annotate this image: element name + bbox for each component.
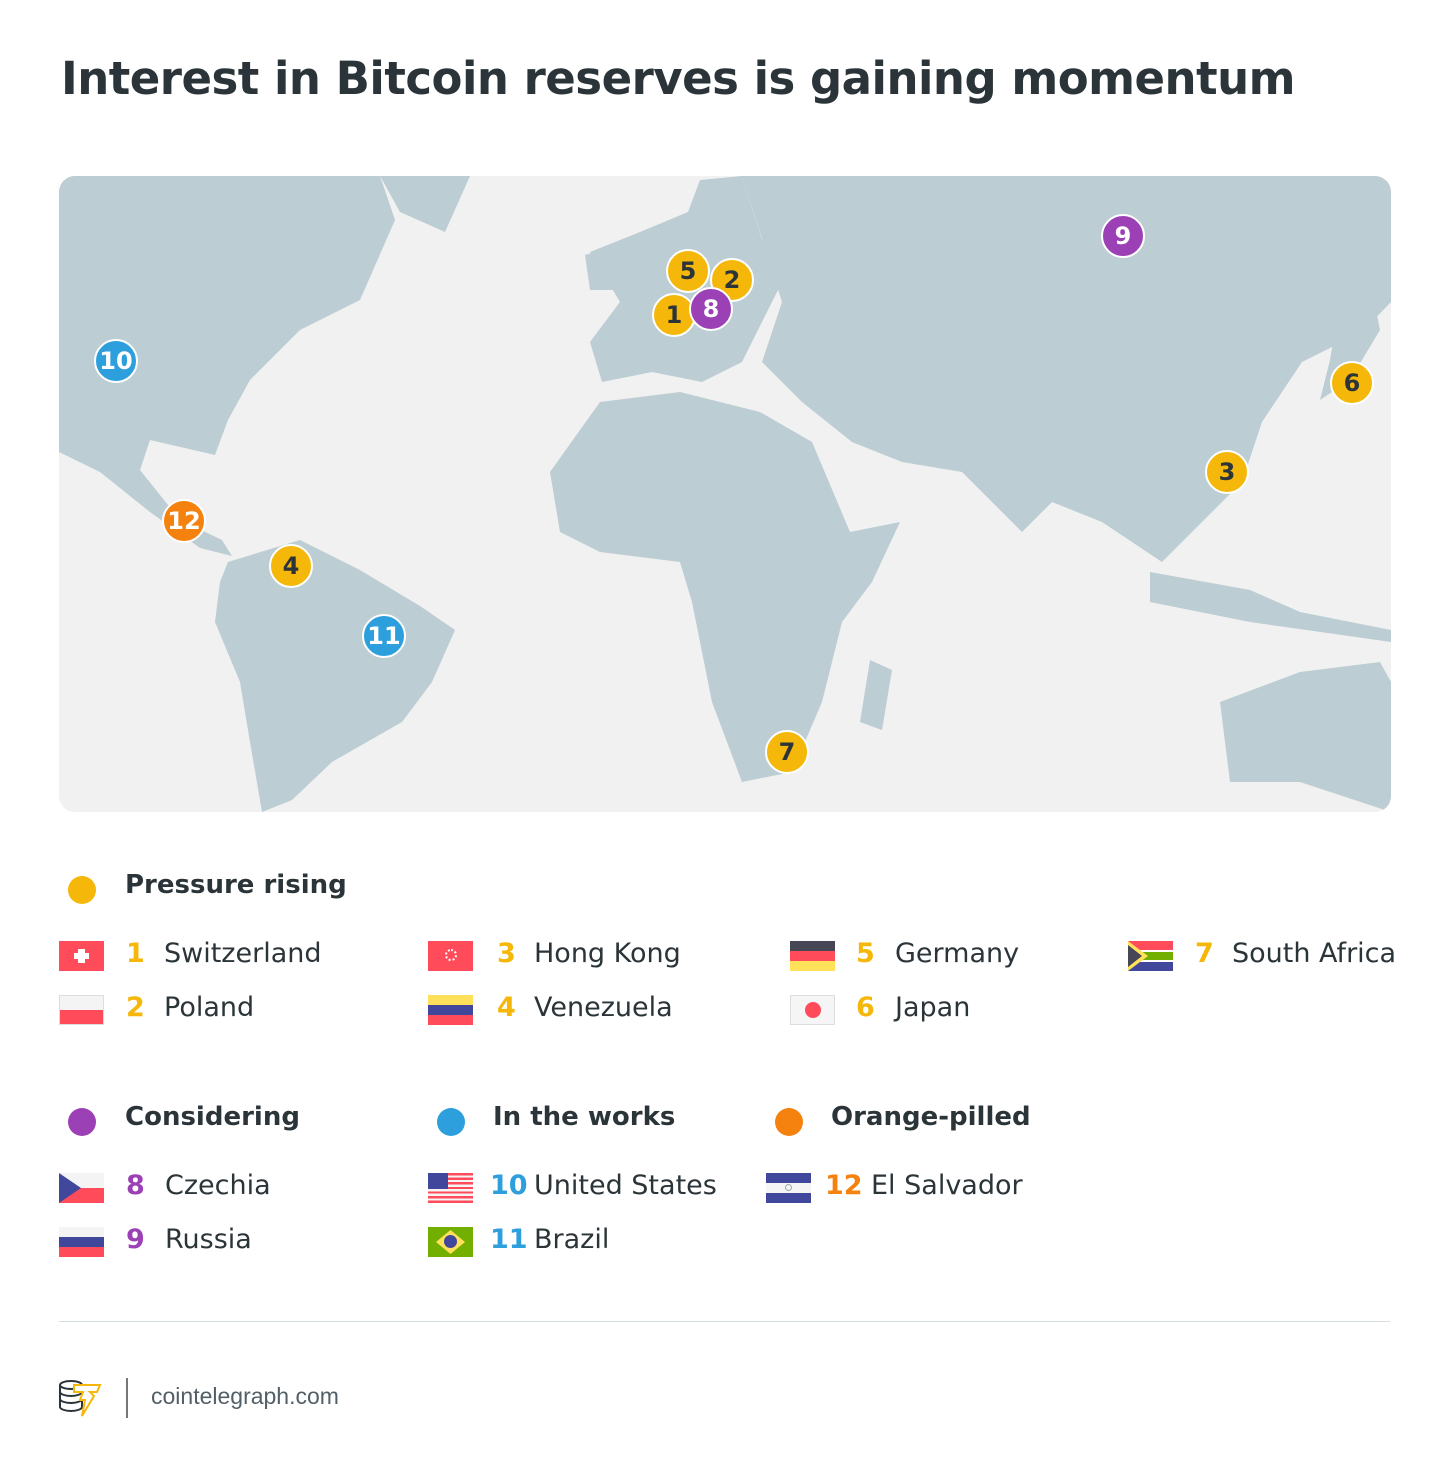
footer-site: cointelegraph.com — [151, 1383, 339, 1409]
legend-country: Switzerland — [164, 938, 322, 969]
flag-el-salvador-icon — [766, 1173, 811, 1203]
map-marker-3[interactable]: 3 — [1205, 450, 1249, 494]
legend-number: 8 — [126, 1170, 145, 1201]
map-marker-8[interactable]: 8 — [689, 287, 733, 331]
legend-country: Brazil — [534, 1224, 610, 1255]
flag-united-states-icon — [428, 1173, 473, 1203]
map-marker-12[interactable]: 12 — [162, 499, 206, 543]
uk — [585, 248, 615, 290]
australia — [1220, 662, 1391, 812]
footer-separator — [126, 1378, 128, 1418]
map-marker-11[interactable]: 11 — [362, 614, 406, 658]
map-marker-4[interactable]: 4 — [269, 544, 313, 588]
legend-number: 2 — [126, 992, 145, 1023]
legend-country: Czechia — [165, 1170, 271, 1201]
world-map-land — [59, 176, 1391, 812]
legend-country: United States — [534, 1170, 717, 1201]
flag-germany-icon — [790, 941, 835, 971]
africa — [550, 392, 900, 782]
legend-number: 5 — [856, 938, 875, 969]
map-marker-9[interactable]: 9 — [1101, 214, 1145, 258]
flag-hong-kong-icon — [428, 941, 473, 971]
flag-south-africa-icon — [1128, 941, 1173, 971]
flag-brazil-icon — [428, 1227, 473, 1257]
cointelegraph-logo-icon — [59, 1380, 102, 1417]
legend-number: 7 — [1195, 938, 1214, 969]
legend-country: Germany — [895, 938, 1020, 969]
orange-dot-icon — [775, 1108, 803, 1136]
map-marker-5[interactable]: 5 — [666, 249, 710, 293]
legend-number: 10 — [490, 1170, 528, 1201]
considering-dot-icon — [68, 1108, 96, 1136]
flag-poland-icon — [59, 995, 104, 1025]
legend-number: 3 — [497, 938, 516, 969]
flag-czechia-icon — [59, 1173, 104, 1203]
madagascar — [860, 660, 892, 730]
legend-header-considering: Considering — [125, 1102, 300, 1132]
se-asia-islands — [1150, 572, 1391, 642]
divider — [59, 1321, 1390, 1322]
legend-country: Japan — [895, 992, 971, 1023]
north-america — [59, 176, 395, 556]
legend-number: 12 — [825, 1170, 863, 1201]
flag-switzerland-icon — [59, 941, 104, 971]
works-dot-icon — [437, 1108, 465, 1136]
map-marker-6[interactable]: 6 — [1330, 361, 1374, 405]
legend-number: 11 — [490, 1224, 528, 1255]
legend-country: Venezuela — [534, 992, 673, 1023]
legend-number: 4 — [497, 992, 516, 1023]
legend-country: Poland — [164, 992, 255, 1023]
legend-header-orange: Orange-pilled — [831, 1102, 1031, 1132]
asia — [742, 176, 1391, 562]
legend-country: El Salvador — [871, 1170, 1023, 1201]
south-america — [215, 540, 455, 812]
legend-header-works: In the works — [493, 1102, 676, 1132]
legend-number: 6 — [856, 992, 875, 1023]
page-title: Interest in Bitcoin reserves is gaining … — [61, 52, 1296, 105]
map-marker-7[interactable]: 7 — [765, 730, 809, 774]
flag-russia-icon — [59, 1227, 104, 1257]
map-marker-10[interactable]: 10 — [94, 339, 138, 383]
pressure-dot-icon — [68, 876, 96, 904]
legend-number: 1 — [126, 938, 145, 969]
legend-country: South Africa — [1232, 938, 1397, 969]
flag-japan-icon — [790, 995, 835, 1025]
world-map: 10 12 4 11 5 2 1 8 9 6 3 7 — [59, 176, 1391, 812]
legend-header-pressure: Pressure rising — [125, 870, 347, 900]
legend-country: Russia — [165, 1224, 252, 1255]
greenland — [380, 176, 470, 232]
flag-venezuela-icon — [428, 995, 473, 1025]
legend-number: 9 — [126, 1224, 145, 1255]
legend-country: Hong Kong — [534, 938, 681, 969]
